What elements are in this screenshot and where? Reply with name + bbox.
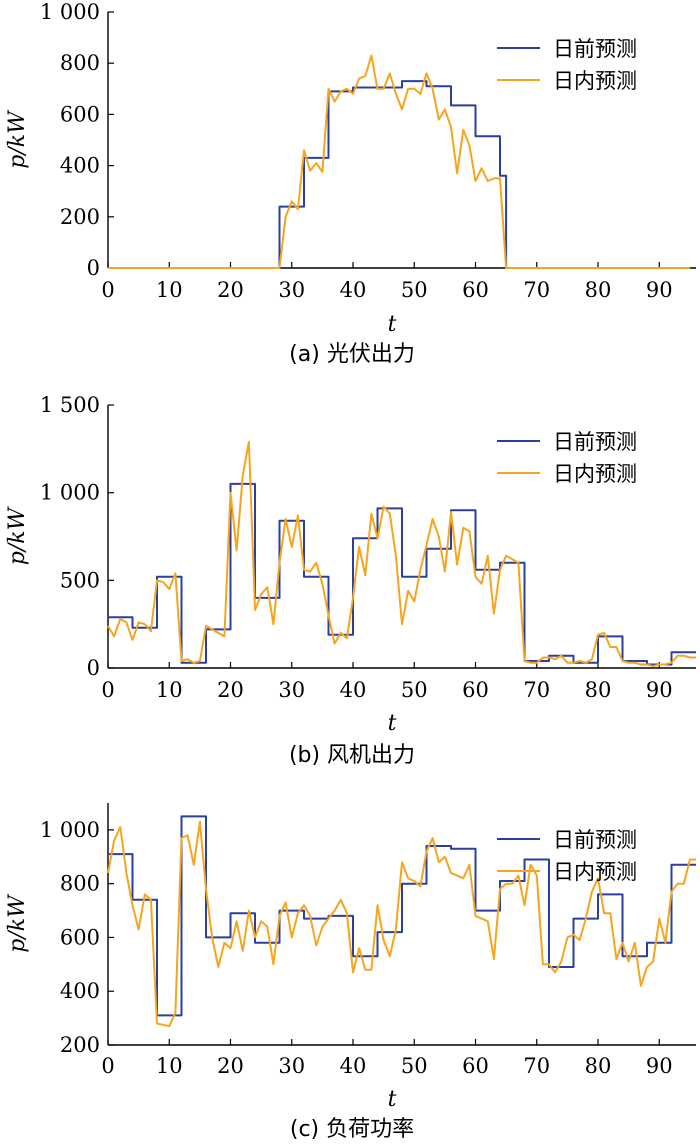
x-tick-label: 70	[523, 278, 550, 302]
x-tick-label: 70	[523, 1054, 550, 1078]
chart-panel-0: 0 200 400 600 800 1 000 0 10 20 30 40 50 60 70 80 90 p/k…	[5, 0, 696, 367]
x-tick-label: 50	[401, 1054, 428, 1078]
y-tick-label: 400	[60, 154, 100, 178]
x-tick-label: 20	[217, 278, 244, 302]
y-tick-label: 800	[60, 872, 100, 896]
x-tick-label: 80	[585, 278, 612, 302]
legend-label: 日内预测	[553, 69, 637, 93]
legend-label: 日前预测	[553, 430, 637, 454]
x-tick-label: 30	[278, 1054, 305, 1078]
x-tick-label: 20	[217, 1054, 244, 1078]
x-tick-label: 10	[156, 278, 183, 302]
legend-label: 日内预测	[553, 462, 637, 486]
x-axis-label: t	[388, 1087, 397, 1112]
x-tick-label: 70	[523, 678, 550, 702]
legend-label: 日前预测	[553, 828, 637, 852]
y-tick-label: 600	[60, 102, 100, 126]
y-tick-label: 1 000	[40, 0, 100, 24]
x-axis-label: t	[388, 312, 397, 337]
x-tick-label: 10	[156, 678, 183, 702]
x-tick-label: 80	[585, 678, 612, 702]
series-line-day-ahead	[108, 80, 690, 269]
series-line-day-ahead	[108, 815, 696, 1017]
series-line-day-ahead	[108, 482, 696, 666]
y-tick-label: 1 000	[40, 818, 100, 842]
x-tick-label: 50	[401, 278, 428, 302]
x-tick-label: 0	[101, 278, 114, 302]
x-tick-label: 80	[585, 1054, 612, 1078]
chart-panel-1: 0 500 1 000 1 500 0 10 20 30 40 50 60 70 80 90 p/kW t (b…	[5, 393, 696, 768]
x-tick-label: 90	[646, 278, 673, 302]
y-tick-label: 400	[60, 979, 100, 1003]
chart-caption: (a) 光伏出力	[289, 342, 415, 367]
y-axis-label: p/kW	[5, 505, 30, 565]
y-axis-label: p/kW	[5, 893, 30, 953]
legend-label: 日内预测	[553, 860, 637, 884]
x-tick-label: 20	[217, 678, 244, 702]
x-tick-label: 0	[101, 678, 114, 702]
y-tick-label: 200	[60, 1033, 100, 1057]
chart-caption: (b) 风机出力	[289, 743, 415, 768]
y-tick-label: 0	[87, 656, 100, 680]
y-tick-label: 1 500	[40, 393, 100, 417]
y-tick-label: 200	[60, 205, 100, 229]
x-tick-label: 90	[646, 1054, 673, 1078]
x-tick-label: 40	[340, 1054, 367, 1078]
series-line-intra-day	[108, 54, 690, 269]
chart-panel-2: 200 400 600 800 1 000 0 10 20 30 40 50 60 70 80 90 p/kW…	[5, 803, 696, 1142]
x-tick-label: 30	[278, 678, 305, 702]
x-tick-label: 90	[646, 678, 673, 702]
series-line-intra-day	[107, 820, 696, 1028]
x-tick-label: 60	[462, 678, 489, 702]
y-tick-label: 0	[87, 256, 100, 280]
y-tick-label: 500	[60, 568, 100, 592]
y-axis-label: p/kW	[5, 109, 30, 169]
y-tick-label: 600	[60, 925, 100, 949]
series-line-intra-day	[107, 440, 696, 668]
x-tick-label: 50	[401, 678, 428, 702]
x-tick-label: 60	[462, 1054, 489, 1078]
x-tick-label: 60	[462, 278, 489, 302]
x-tick-label: 0	[101, 1054, 114, 1078]
x-tick-label: 30	[278, 278, 305, 302]
legend-label: 日前预测	[553, 37, 637, 61]
x-tick-label: 40	[340, 678, 367, 702]
y-tick-label: 1 000	[40, 481, 100, 505]
chart-caption: (c) 负荷功率	[290, 1117, 414, 1142]
x-axis-label: t	[388, 711, 397, 736]
x-tick-label: 40	[340, 278, 367, 302]
y-tick-label: 800	[60, 51, 100, 75]
x-tick-label: 10	[156, 1054, 183, 1078]
